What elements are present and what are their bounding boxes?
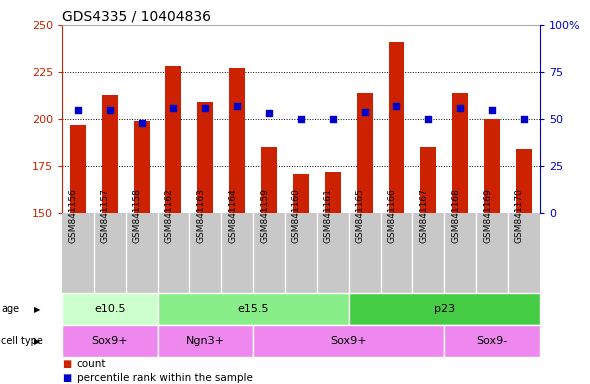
Bar bbox=[133, 121, 150, 213]
Text: GSM841169: GSM841169 bbox=[483, 188, 492, 243]
Bar bbox=[62, 325, 158, 357]
Text: GSM841157: GSM841157 bbox=[101, 188, 110, 243]
Bar bbox=[444, 325, 540, 357]
Point bbox=[328, 116, 337, 122]
Point bbox=[232, 103, 242, 109]
Bar bbox=[452, 93, 468, 213]
Text: e15.5: e15.5 bbox=[237, 304, 269, 314]
Point bbox=[487, 107, 497, 113]
Text: GSM841158: GSM841158 bbox=[133, 188, 142, 243]
Bar bbox=[516, 149, 532, 213]
Text: ■: ■ bbox=[62, 359, 71, 369]
Text: Sox9+: Sox9+ bbox=[91, 336, 128, 346]
Point bbox=[264, 110, 274, 116]
Text: Ngn3+: Ngn3+ bbox=[186, 336, 225, 346]
Bar bbox=[261, 147, 277, 213]
Text: GSM841159: GSM841159 bbox=[260, 188, 269, 243]
Point bbox=[201, 105, 210, 111]
Text: GSM841156: GSM841156 bbox=[69, 188, 78, 243]
Bar bbox=[158, 293, 349, 325]
Bar bbox=[253, 325, 444, 357]
Bar bbox=[293, 174, 309, 213]
Point bbox=[73, 107, 83, 113]
Bar bbox=[102, 94, 118, 213]
Text: GSM841163: GSM841163 bbox=[196, 188, 205, 243]
Text: GSM841166: GSM841166 bbox=[388, 188, 396, 243]
Text: age: age bbox=[1, 304, 19, 314]
Bar bbox=[62, 293, 158, 325]
Text: GSM841164: GSM841164 bbox=[228, 188, 237, 243]
Text: e10.5: e10.5 bbox=[94, 304, 126, 314]
Point bbox=[137, 120, 146, 126]
Point bbox=[455, 105, 465, 111]
Bar bbox=[165, 66, 182, 213]
Text: ▶: ▶ bbox=[34, 305, 40, 314]
Point bbox=[424, 116, 433, 122]
Bar bbox=[158, 325, 253, 357]
Bar bbox=[420, 147, 436, 213]
Text: GSM841170: GSM841170 bbox=[515, 188, 524, 243]
Point bbox=[519, 116, 529, 122]
Text: GSM841167: GSM841167 bbox=[419, 188, 428, 243]
Bar bbox=[229, 68, 245, 213]
Point bbox=[105, 107, 114, 113]
Text: count: count bbox=[77, 359, 106, 369]
Text: Sox9-: Sox9- bbox=[477, 336, 507, 346]
Point bbox=[360, 109, 369, 115]
Bar bbox=[356, 93, 373, 213]
Bar bbox=[70, 125, 86, 213]
Point bbox=[392, 103, 401, 109]
Bar bbox=[197, 102, 214, 213]
Text: GSM841165: GSM841165 bbox=[356, 188, 365, 243]
Text: GDS4335 / 10404836: GDS4335 / 10404836 bbox=[62, 10, 211, 24]
Text: GSM841161: GSM841161 bbox=[324, 188, 333, 243]
Point bbox=[296, 116, 306, 122]
Text: ■: ■ bbox=[62, 373, 71, 383]
Bar bbox=[324, 172, 341, 213]
Point bbox=[169, 105, 178, 111]
Text: GSM841168: GSM841168 bbox=[451, 188, 460, 243]
Text: GSM841162: GSM841162 bbox=[165, 188, 173, 243]
Text: ▶: ▶ bbox=[34, 337, 40, 346]
Bar bbox=[349, 293, 540, 325]
Text: GSM841160: GSM841160 bbox=[292, 188, 301, 243]
Bar bbox=[389, 42, 405, 213]
Bar bbox=[484, 119, 500, 213]
Text: percentile rank within the sample: percentile rank within the sample bbox=[77, 373, 253, 383]
Text: p23: p23 bbox=[434, 304, 455, 314]
Text: Sox9+: Sox9+ bbox=[330, 336, 367, 346]
Text: cell type: cell type bbox=[1, 336, 43, 346]
